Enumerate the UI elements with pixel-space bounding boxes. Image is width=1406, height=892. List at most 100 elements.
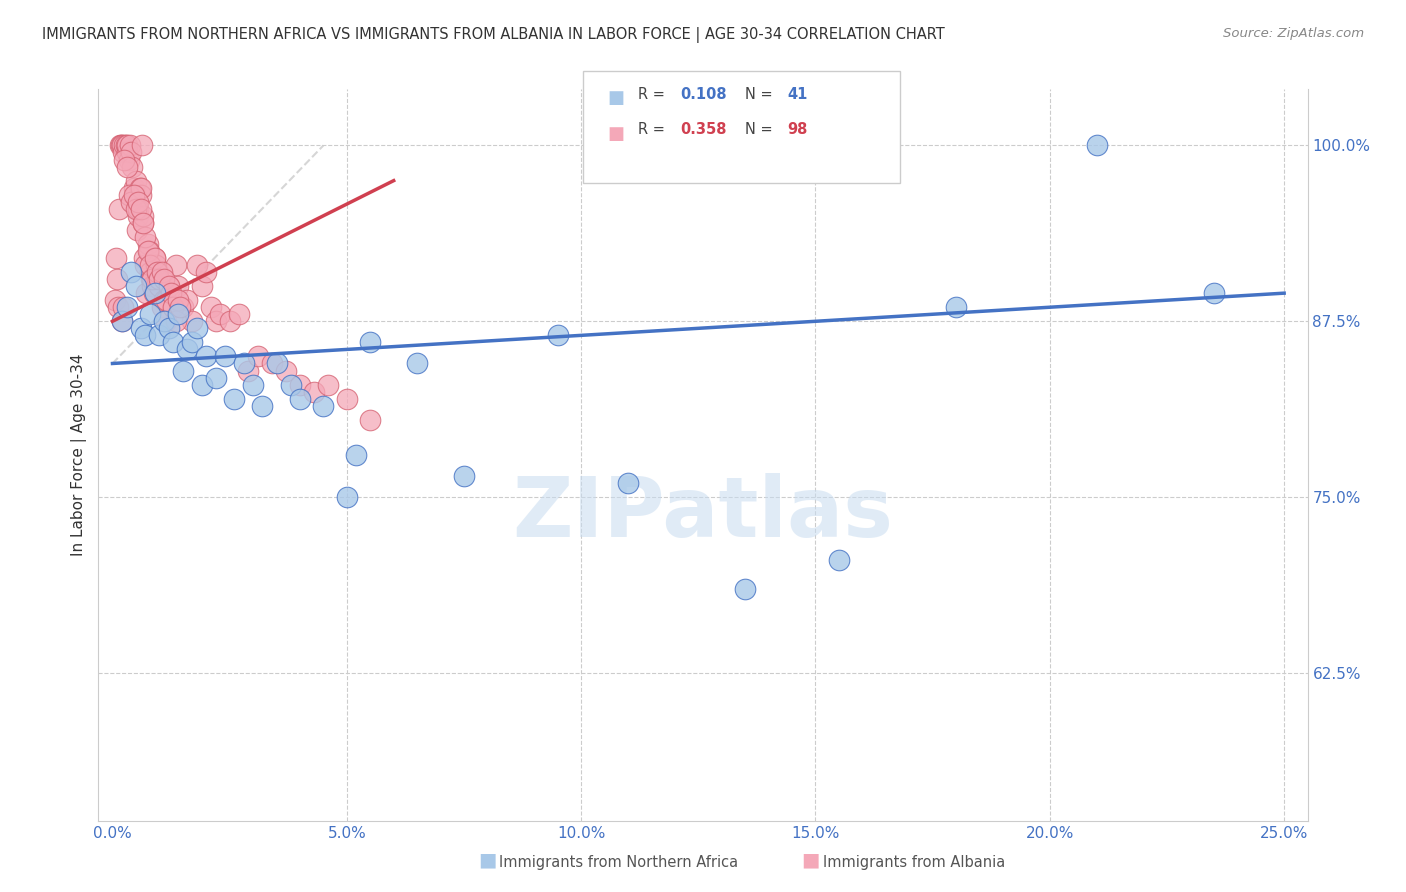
Point xyxy=(406,356,429,370)
Point xyxy=(734,582,756,596)
Point xyxy=(167,279,190,293)
Point xyxy=(547,328,569,343)
Text: IMMIGRANTS FROM NORTHERN AFRICA VS IMMIGRANTS FROM ALBANIA IN LABOR FORCE | AGE : IMMIGRANTS FROM NORTHERN AFRICA VS IMMIG… xyxy=(42,27,945,43)
Point xyxy=(112,138,135,153)
Point xyxy=(127,202,149,216)
Point xyxy=(136,236,159,251)
Point xyxy=(143,286,166,301)
Point xyxy=(118,187,141,202)
Point xyxy=(124,187,146,202)
Point xyxy=(127,209,149,223)
Point xyxy=(129,187,152,202)
Point xyxy=(316,377,339,392)
Text: R =: R = xyxy=(638,87,669,102)
Point xyxy=(132,216,155,230)
Point xyxy=(288,392,311,406)
Point xyxy=(120,145,142,160)
Text: R =: R = xyxy=(638,122,669,137)
Point xyxy=(336,490,359,504)
Point xyxy=(135,286,157,301)
Point xyxy=(129,321,152,335)
Point xyxy=(120,194,142,209)
Point xyxy=(157,321,180,335)
Point xyxy=(125,202,148,216)
Point xyxy=(125,279,148,293)
Point xyxy=(136,244,159,258)
Point xyxy=(165,314,187,328)
Point xyxy=(141,279,163,293)
Point xyxy=(359,413,381,427)
Point xyxy=(167,293,190,308)
Point xyxy=(218,314,240,328)
Text: 0.108: 0.108 xyxy=(681,87,727,102)
Point xyxy=(157,279,180,293)
Point xyxy=(1085,138,1108,153)
Text: Immigrants from Northern Africa: Immigrants from Northern Africa xyxy=(499,855,738,870)
Y-axis label: In Labor Force | Age 30-34: In Labor Force | Age 30-34 xyxy=(72,353,87,557)
Point xyxy=(238,363,260,377)
Point xyxy=(148,328,170,343)
Point xyxy=(122,180,145,194)
Point xyxy=(112,153,135,167)
Point xyxy=(204,370,226,384)
Point xyxy=(176,343,198,357)
Point xyxy=(148,279,170,293)
Point xyxy=(155,293,177,308)
Point xyxy=(108,202,131,216)
Text: Source: ZipAtlas.com: Source: ZipAtlas.com xyxy=(1223,27,1364,40)
Point xyxy=(160,286,183,301)
Point xyxy=(167,307,190,321)
Point xyxy=(108,138,131,153)
Point xyxy=(125,173,148,188)
Point xyxy=(143,251,166,265)
Point xyxy=(169,300,191,314)
Point xyxy=(246,350,269,364)
Point xyxy=(252,399,274,413)
Point xyxy=(157,279,180,293)
Text: 41: 41 xyxy=(787,87,807,102)
Point xyxy=(139,265,162,279)
Point xyxy=(186,321,208,335)
Text: N =: N = xyxy=(745,122,778,137)
Point xyxy=(195,265,218,279)
Text: ZIPatlas: ZIPatlas xyxy=(513,473,893,554)
Point xyxy=(139,307,162,321)
Point xyxy=(117,138,139,153)
Point xyxy=(128,180,150,194)
Point xyxy=(1202,286,1225,301)
Point xyxy=(280,377,302,392)
Point xyxy=(138,244,160,258)
Point xyxy=(111,145,134,160)
Point xyxy=(344,448,367,462)
Point xyxy=(148,272,170,286)
Point xyxy=(114,138,136,153)
Text: ■: ■ xyxy=(478,851,496,870)
Point xyxy=(132,209,155,223)
Point xyxy=(118,153,141,167)
Point xyxy=(125,223,148,237)
Point xyxy=(204,314,226,328)
Point xyxy=(141,272,163,286)
Point xyxy=(172,363,194,377)
Point xyxy=(120,265,142,279)
Text: ■: ■ xyxy=(607,125,624,143)
Point xyxy=(224,392,246,406)
Point xyxy=(336,392,359,406)
Point xyxy=(274,363,297,377)
Point xyxy=(190,377,212,392)
Point xyxy=(312,399,335,413)
Point xyxy=(359,335,381,350)
Point xyxy=(143,251,166,265)
Point xyxy=(172,300,194,314)
Point xyxy=(115,160,138,174)
Point xyxy=(111,314,134,328)
Point xyxy=(165,258,187,272)
Point xyxy=(134,251,156,265)
Point xyxy=(162,335,184,350)
Point xyxy=(111,314,134,328)
Point xyxy=(132,216,155,230)
Point xyxy=(139,258,162,272)
Point xyxy=(150,300,173,314)
Point xyxy=(288,377,311,392)
Point xyxy=(181,335,204,350)
